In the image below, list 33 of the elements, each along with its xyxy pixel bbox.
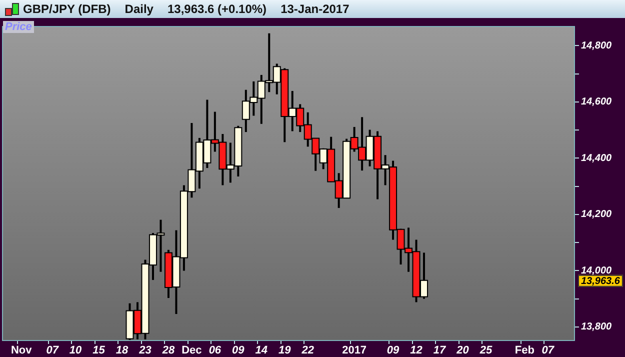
x-tick-label: 22 xyxy=(300,344,314,357)
y-axis-title: Price xyxy=(3,21,34,33)
x-tick-label: 10 xyxy=(69,344,83,357)
x-tick-label: 06 xyxy=(208,344,222,357)
chart-title: GBP/JPY (DFB) xyxy=(23,2,111,16)
x-tick-label: 23 xyxy=(138,344,152,357)
y-tick-label: 14,600 xyxy=(581,96,612,108)
x-tick-label: 2017 xyxy=(342,344,367,357)
x-tick-label: Dec xyxy=(182,344,202,357)
x-tick-label: 18 xyxy=(116,344,130,357)
x-tick-label: 19 xyxy=(278,344,292,357)
y-tick-label: 14,000 xyxy=(581,265,612,276)
y-tick-label: 14,800 xyxy=(581,40,612,52)
x-tick-label: 25 xyxy=(478,344,493,357)
y-tick-label: 14,200 xyxy=(581,209,612,220)
text: 13-Jan-2017 xyxy=(280,2,350,16)
y-tick-label: 14,400 xyxy=(581,152,612,164)
x-tick-label: 28 xyxy=(161,344,176,357)
x-tick-label: 09 xyxy=(386,344,400,357)
text: 13,963.6 xyxy=(581,276,620,288)
x-tick-label: 14 xyxy=(255,344,268,357)
x-tick-label: 12 xyxy=(410,344,422,357)
text: Daily xyxy=(124,2,154,16)
x-tick-label: Feb xyxy=(514,344,535,357)
text: 13,963.6 (+0.10%) xyxy=(167,2,267,16)
y-tick-label: 13,800 xyxy=(581,322,612,333)
x-tick-label: Nov xyxy=(10,344,33,357)
x-tick-label: 20 xyxy=(456,344,470,357)
x-tick-label: 09 xyxy=(232,344,246,357)
x-tick-label: 07 xyxy=(46,344,60,357)
x-tick-label: 07 xyxy=(542,344,555,357)
x-tick-label: 17 xyxy=(433,344,446,357)
x-tick-label: 15 xyxy=(92,344,106,357)
